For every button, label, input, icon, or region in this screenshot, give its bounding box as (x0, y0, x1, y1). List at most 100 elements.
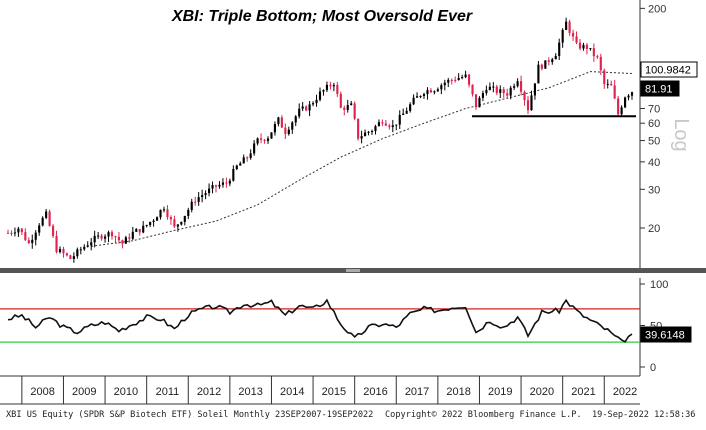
candle (422, 92, 426, 99)
candle (547, 57, 550, 66)
candle (450, 78, 453, 85)
candle (526, 96, 530, 114)
candle (377, 119, 381, 127)
moving-average-line (91, 71, 633, 247)
candle (623, 96, 627, 109)
candle (412, 94, 415, 106)
candle (578, 38, 582, 51)
candle (509, 85, 512, 100)
candle (253, 140, 256, 156)
candle (571, 29, 575, 41)
oscillator-line (7, 298, 633, 343)
candle (464, 70, 467, 79)
candle (533, 83, 537, 100)
candle (391, 119, 394, 133)
candle (72, 252, 75, 263)
candle (478, 96, 481, 108)
candle (79, 246, 82, 255)
log-scale-label: Log (670, 118, 692, 151)
ma-last-value: 100.9842 (645, 65, 691, 77)
candle (554, 53, 557, 60)
candle (606, 79, 609, 89)
candle (270, 132, 273, 139)
candle (592, 43, 595, 62)
candle (291, 121, 294, 134)
price-tick-label-30: 30 (648, 184, 660, 196)
candle (603, 68, 606, 89)
candle (173, 215, 176, 229)
candle (201, 189, 204, 203)
candle (6, 229, 10, 234)
candle (169, 215, 173, 225)
candle (568, 19, 571, 36)
candle (131, 226, 134, 241)
candle (551, 57, 554, 65)
candle (121, 239, 124, 249)
candle (194, 196, 197, 206)
candle (357, 118, 360, 141)
candle (516, 78, 519, 88)
candle (426, 87, 429, 100)
candle (617, 95, 620, 117)
osc-tick-label-100: 100 (650, 279, 668, 291)
candle (294, 115, 297, 127)
year-label-2021: 2021 (571, 386, 595, 398)
close-last-value: 81.91 (645, 84, 673, 96)
candle (315, 94, 318, 107)
candle (395, 124, 398, 131)
candle (24, 228, 27, 242)
price-tick-label-70: 70 (648, 103, 660, 115)
candle (107, 230, 110, 243)
oscillator-last-value: 39.6148 (645, 330, 685, 342)
candle (242, 154, 245, 164)
price-tick-label-60: 60 (648, 118, 660, 130)
candles-layer (6, 17, 634, 263)
candle (433, 90, 436, 95)
candle (474, 94, 478, 110)
candle (523, 90, 526, 106)
candle (502, 87, 505, 98)
candle (596, 54, 599, 59)
candle (388, 123, 391, 130)
candle (69, 254, 72, 260)
footer-timestamp: 19-Sep-2022 12:58:36 (592, 410, 695, 420)
candle (187, 207, 190, 220)
candle (17, 226, 20, 238)
candle (135, 228, 138, 233)
candle (481, 90, 485, 102)
candle (613, 79, 616, 100)
candle (31, 234, 34, 249)
candle (530, 90, 533, 111)
candle (419, 95, 422, 99)
candle (110, 230, 114, 240)
candle (318, 87, 322, 102)
separator-grip[interactable] (346, 269, 360, 272)
candle (620, 105, 623, 116)
candle (103, 234, 107, 243)
candle (343, 105, 346, 116)
candle (180, 221, 183, 226)
price-tick-label-50: 50 (648, 136, 660, 148)
candle (83, 244, 86, 251)
year-label-2020: 2020 (530, 386, 554, 398)
candle (308, 101, 311, 117)
candle (256, 137, 259, 146)
candle (471, 84, 474, 97)
candle (280, 115, 283, 128)
candle (249, 149, 252, 160)
candle (225, 177, 228, 188)
candle (353, 101, 356, 121)
candle (370, 129, 374, 135)
candle (204, 190, 207, 200)
candle (492, 82, 495, 93)
candle (34, 230, 37, 246)
candle (336, 81, 339, 97)
candle (166, 205, 169, 220)
candle (381, 119, 384, 127)
candle (398, 110, 401, 129)
moving-average-layer (91, 71, 633, 247)
ma-last-badge: 100.9842 (640, 61, 698, 78)
candle (10, 230, 13, 236)
candle (183, 215, 186, 226)
